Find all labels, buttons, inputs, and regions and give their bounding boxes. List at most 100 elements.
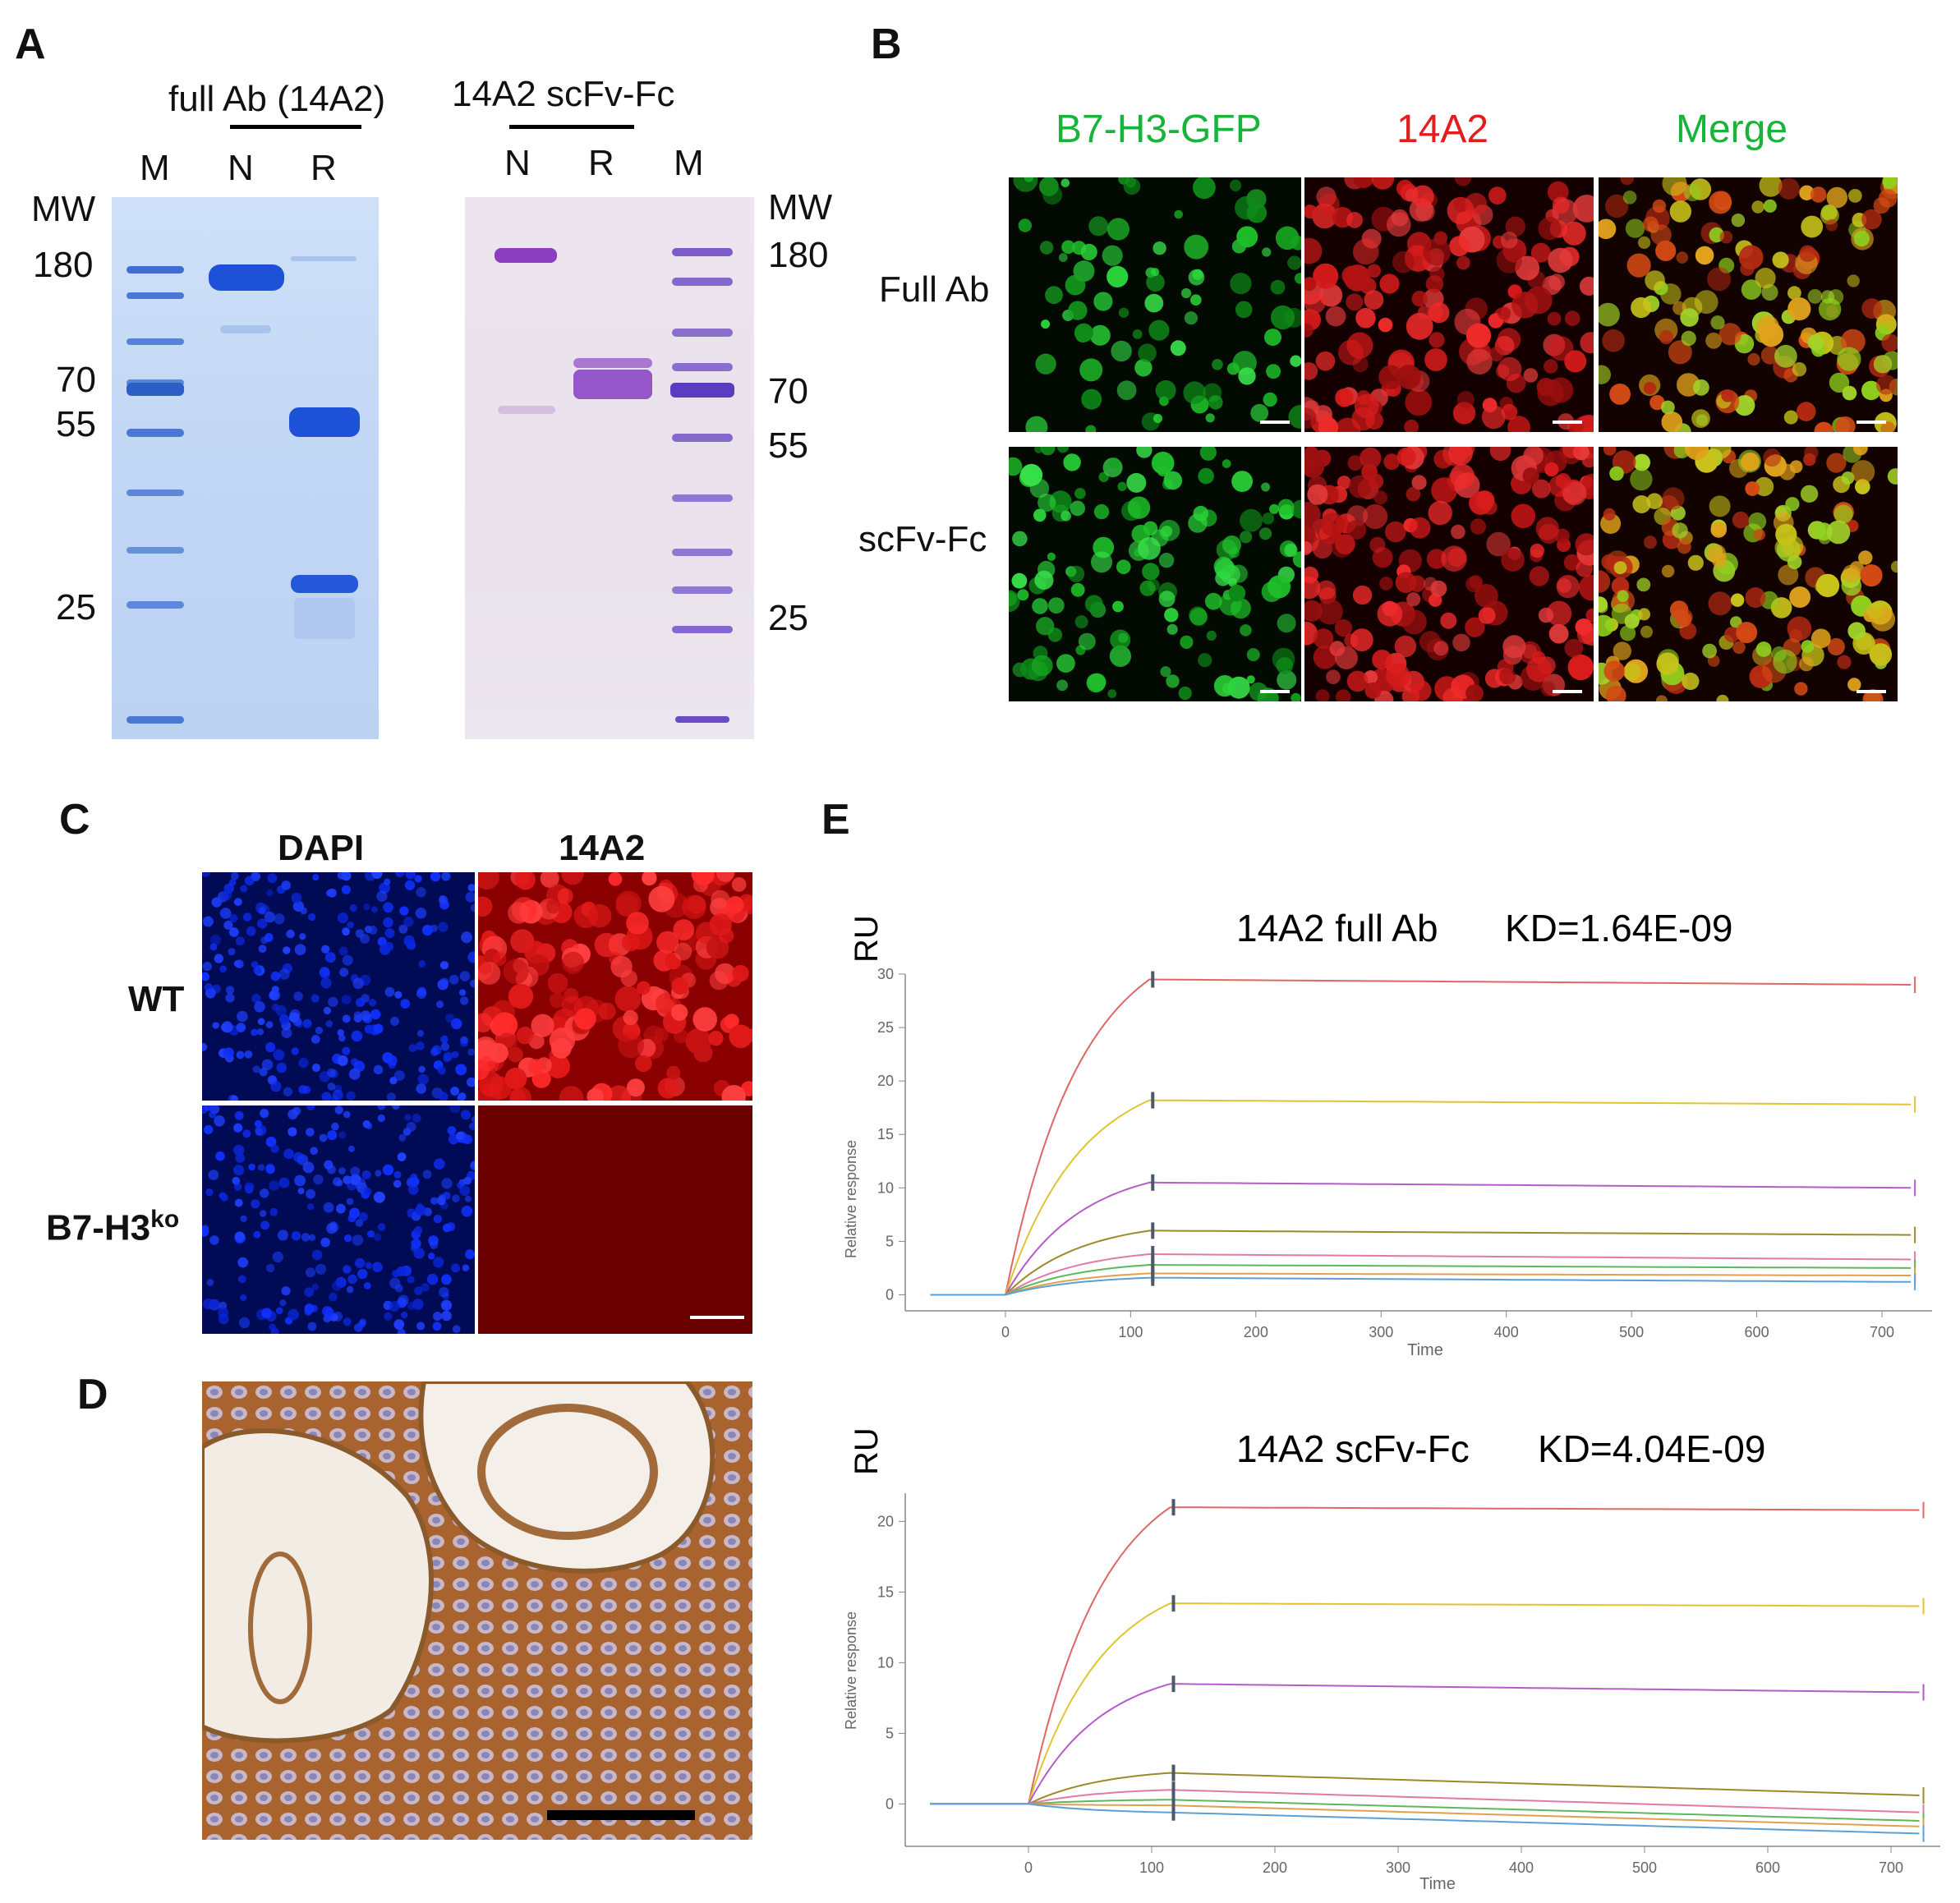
cell xyxy=(1738,245,1764,270)
cell xyxy=(389,1301,400,1312)
series-line-c5 xyxy=(930,1789,1920,1813)
cell xyxy=(1111,340,1132,362)
cell xyxy=(348,1068,361,1080)
gel2-mw-25: 25 xyxy=(768,598,808,638)
cell xyxy=(434,1158,445,1170)
cell xyxy=(1599,600,1608,614)
cell xyxy=(1585,608,1594,623)
cell xyxy=(1411,291,1428,307)
cell xyxy=(1277,669,1297,690)
cell xyxy=(373,1233,382,1242)
cell xyxy=(377,1114,385,1123)
cell xyxy=(301,1233,311,1242)
cell xyxy=(648,885,675,912)
x-tick-label: 100 xyxy=(1118,1324,1143,1340)
cell xyxy=(461,1206,473,1217)
cell xyxy=(615,894,639,917)
cell xyxy=(225,986,235,995)
cell xyxy=(1112,600,1124,613)
y-tick-label: 10 xyxy=(877,1179,894,1196)
cell xyxy=(251,1028,258,1037)
cell xyxy=(1047,552,1056,561)
cell xyxy=(1606,685,1626,701)
cell xyxy=(1702,643,1717,659)
cell xyxy=(329,1292,338,1302)
cell xyxy=(398,1133,407,1142)
cell xyxy=(489,1076,513,1100)
cell xyxy=(452,1194,460,1202)
cell xyxy=(1238,367,1256,385)
cell xyxy=(223,920,233,930)
cell xyxy=(404,880,416,890)
cell xyxy=(321,945,330,954)
cell xyxy=(343,1265,352,1274)
cell xyxy=(1631,296,1652,319)
cell xyxy=(1881,333,1898,352)
cell xyxy=(1787,554,1802,569)
cell xyxy=(349,1174,361,1185)
cell xyxy=(1755,268,1776,289)
cell xyxy=(718,927,734,944)
cell xyxy=(1411,475,1427,490)
e1-title: 14A2 full Ab xyxy=(1236,907,1438,949)
cell xyxy=(343,1234,352,1243)
cell xyxy=(1056,447,1070,453)
cell xyxy=(273,1049,285,1061)
cell xyxy=(654,1027,669,1042)
gel1-ladder-band xyxy=(127,266,184,273)
series-line-c1 xyxy=(930,978,1912,1296)
cell xyxy=(456,1131,465,1140)
cell xyxy=(202,916,214,927)
cell xyxy=(437,1066,446,1075)
cell xyxy=(1304,566,1318,583)
cell xyxy=(1636,577,1651,592)
gel2-mw-70: 70 xyxy=(768,371,808,411)
cell xyxy=(546,1054,570,1078)
cell xyxy=(1630,467,1653,491)
cell xyxy=(1068,565,1085,582)
cell xyxy=(1548,623,1569,644)
cell xyxy=(1622,663,1641,681)
cell xyxy=(438,922,449,932)
cell xyxy=(206,1279,214,1286)
gel1-r-heavy-chain xyxy=(289,407,360,437)
cell xyxy=(1093,292,1113,311)
cell xyxy=(573,903,599,928)
cell xyxy=(1392,251,1415,273)
cell xyxy=(1277,499,1295,516)
cell xyxy=(349,903,357,912)
cell xyxy=(253,966,262,975)
gel1-image xyxy=(112,197,379,739)
e-chart-full-ab: RU 14A2 full Ab KD=1.64E-09 Relative res… xyxy=(843,907,1932,1359)
cell xyxy=(1645,270,1665,291)
cell xyxy=(270,971,281,981)
cell xyxy=(1317,598,1343,625)
y-tick-label: 15 xyxy=(877,1584,894,1600)
cell xyxy=(355,929,364,938)
cell xyxy=(1093,503,1110,520)
cell xyxy=(1668,340,1692,365)
cell xyxy=(1277,614,1296,633)
cell xyxy=(342,1046,351,1055)
cell xyxy=(234,1198,243,1207)
cell xyxy=(624,1023,640,1038)
cell xyxy=(254,1119,262,1128)
cell xyxy=(1294,273,1301,284)
cell xyxy=(1425,275,1444,293)
cell xyxy=(416,887,426,898)
cell xyxy=(1544,359,1558,374)
cell xyxy=(1212,359,1223,370)
cell xyxy=(1580,332,1594,354)
gel2-image xyxy=(465,197,754,739)
cell xyxy=(1353,238,1379,265)
cell xyxy=(450,1018,462,1030)
cell xyxy=(1602,329,1625,352)
cell xyxy=(1372,650,1392,670)
cell xyxy=(257,1164,265,1171)
cell xyxy=(1799,656,1814,672)
cell xyxy=(294,1174,306,1187)
cell xyxy=(325,889,334,897)
cell xyxy=(464,1195,472,1202)
cell xyxy=(255,1127,264,1136)
cell xyxy=(1230,598,1251,619)
